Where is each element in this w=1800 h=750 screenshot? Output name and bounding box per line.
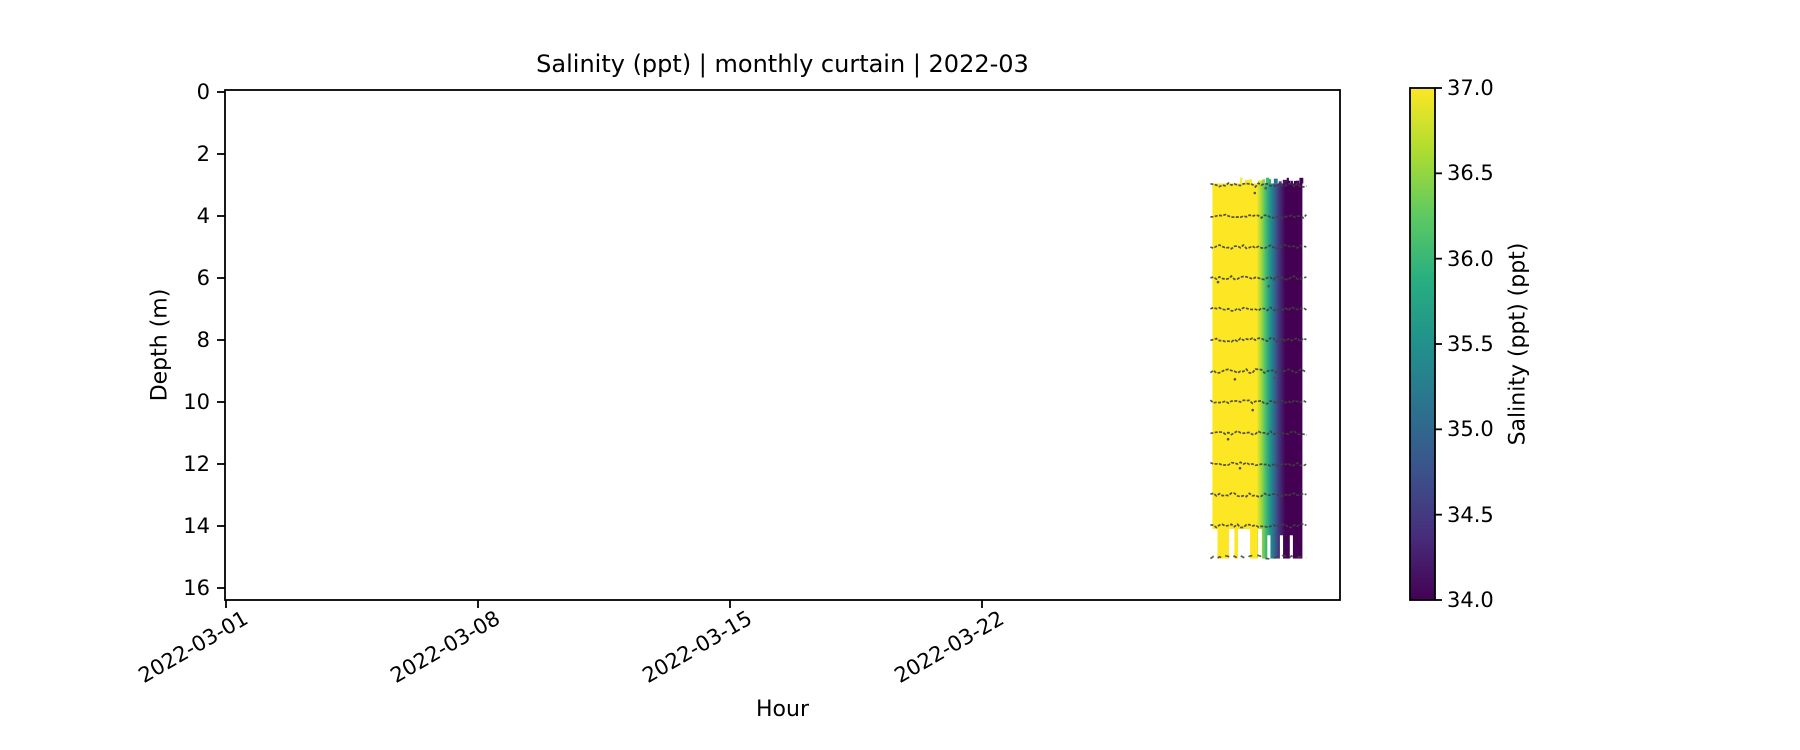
band-top-notch — [1278, 181, 1282, 184]
missing-data-gap — [1258, 529, 1262, 559]
y-tick-label: 14 — [183, 514, 210, 538]
depth-bin-scatter-line — [1209, 554, 1307, 560]
axes-spines — [224, 89, 1341, 601]
band-top-notch — [1265, 177, 1270, 184]
y-tick-label: 16 — [183, 576, 210, 600]
y-tick-label: 12 — [183, 452, 210, 476]
colorbar-tick-label: 35.5 — [1447, 332, 1494, 356]
colorbar-tick-label: 37.0 — [1447, 76, 1494, 100]
chart-title: Salinity (ppt) | monthly curtain | 2022-… — [536, 50, 1029, 78]
band-top-notch — [1286, 177, 1289, 184]
stray-scatter-dot — [1226, 437, 1230, 441]
missing-data-gap — [1267, 535, 1271, 559]
depth-bin-scatter-line — [1210, 274, 1307, 281]
y-tick-label: 2 — [196, 142, 210, 166]
depth-bin-scatter-line — [1209, 368, 1307, 374]
stray-scatter-dot — [1267, 284, 1270, 288]
band-top-notch — [1268, 179, 1272, 184]
band-top-notch — [1283, 180, 1288, 184]
missing-data-gap — [1289, 535, 1293, 559]
band-top-notch — [1293, 180, 1297, 184]
y-tick-label: 4 — [196, 204, 210, 228]
colorbar-tick-label: 36.5 — [1447, 161, 1494, 186]
depth-bin-scatter-line — [1210, 306, 1307, 312]
band-top-notch — [1273, 178, 1278, 184]
colorbar-tick-label: 34.5 — [1447, 502, 1494, 527]
depth-bin-scatter-line — [1210, 492, 1307, 498]
stray-scatter-dot — [1272, 376, 1276, 380]
stray-scatter-dot — [1253, 191, 1257, 195]
depth-bin-scatter-line — [1210, 243, 1307, 250]
depth-bin-scatter-line — [1210, 430, 1307, 436]
band-top-notch — [1299, 177, 1304, 184]
depth-bin-scatter-line — [1210, 461, 1307, 467]
y-tick-label: 0 — [196, 80, 210, 104]
depth-bin-scatter-line — [1209, 399, 1307, 405]
depth-bin-scatter-line — [1210, 523, 1307, 529]
y-tick-label: 10 — [183, 390, 210, 414]
band-top-notch — [1240, 177, 1243, 184]
band-top-notch — [1249, 179, 1252, 184]
colorbar-tick-label: 35.0 — [1447, 417, 1494, 442]
colorbar-tick-label: 34.0 — [1447, 588, 1494, 612]
colorbar-tick-label: 36.0 — [1447, 246, 1494, 271]
band-top-notch — [1244, 180, 1250, 184]
depth-bin-scatter-line — [1210, 213, 1308, 220]
y-tick-label: 8 — [196, 328, 210, 352]
y-tick-label: 6 — [196, 266, 210, 290]
stray-scatter-dot — [1238, 466, 1242, 470]
band-top-notch — [1257, 180, 1263, 184]
colorbar — [1409, 87, 1436, 601]
band-top-notch — [1296, 180, 1300, 184]
curtain-band — [1212, 183, 1303, 559]
stray-scatter-dot — [1216, 280, 1220, 284]
band-top-notch — [1261, 180, 1264, 184]
band-top-notch — [1290, 180, 1293, 184]
missing-data-gap — [1279, 535, 1283, 559]
depth-bin-scatter-line — [1210, 337, 1307, 343]
missing-data-gap — [1212, 529, 1218, 559]
x-axis-label: Hour — [756, 697, 809, 722]
missing-data-gap — [1229, 529, 1235, 559]
colorbar-label: Salinity (ppt) (ppt) — [1505, 242, 1531, 446]
stray-scatter-dot — [1264, 186, 1267, 190]
depth-bin-scatter-line — [1210, 182, 1307, 189]
stray-scatter-dot — [1251, 408, 1254, 412]
missing-data-gap — [1238, 529, 1251, 559]
stray-scatter-dot — [1233, 378, 1237, 381]
